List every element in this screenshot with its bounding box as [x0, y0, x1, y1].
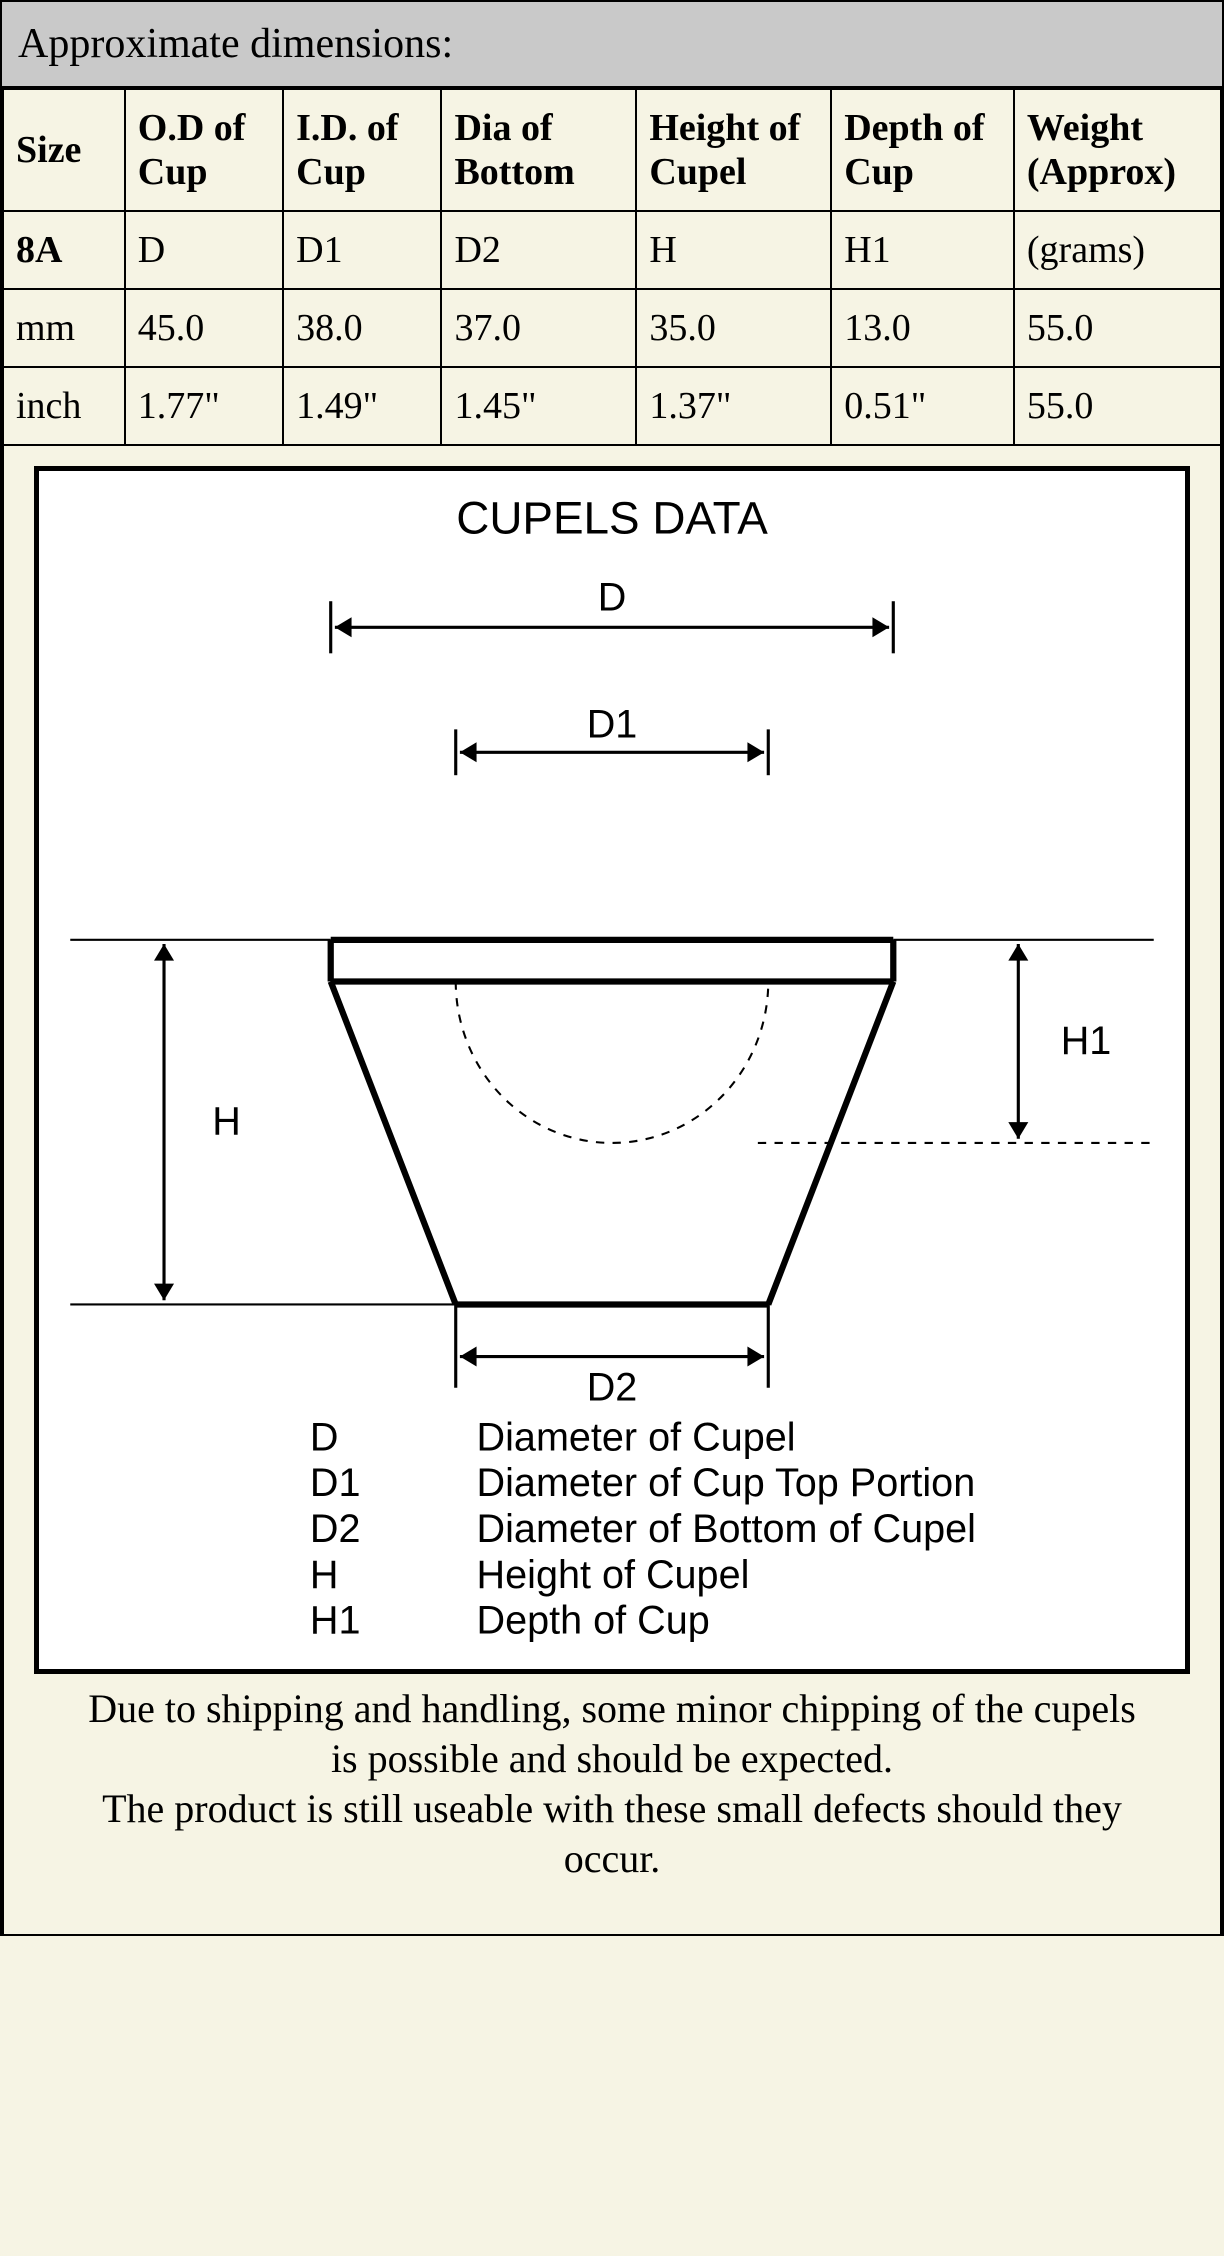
table-cell: D: [125, 211, 283, 289]
svg-text:Height of Cupel: Height of Cupel: [477, 1553, 750, 1597]
table-cell: H: [636, 211, 831, 289]
table-row: mm45.038.037.035.013.055.0: [3, 289, 1221, 367]
table-cell: 0.51": [831, 367, 1014, 445]
table-row: 8ADD1D2HH1(grams): [3, 211, 1221, 289]
table-title: Approximate dimensions:: [2, 2, 1222, 88]
table-col-header: I.D. of Cup: [283, 89, 441, 211]
table-cell: 1.45": [441, 367, 636, 445]
svg-text:D: D: [310, 1415, 339, 1459]
table-col-header: Size: [3, 89, 125, 211]
svg-text:Depth of Cup: Depth of Cup: [477, 1599, 710, 1643]
table-cell: 1.77": [125, 367, 283, 445]
table-cell: H1: [831, 211, 1014, 289]
svg-text:H1: H1: [310, 1599, 361, 1643]
diagram-cell: CUPELS DATADD1HH1D2DDiameter of CupelD1D…: [3, 445, 1221, 1935]
svg-text:D2: D2: [587, 1365, 638, 1409]
table-cell: D1: [283, 211, 441, 289]
table-cell: 45.0: [125, 289, 283, 367]
table-col-header: O.D of Cup: [125, 89, 283, 211]
svg-text:D1: D1: [310, 1461, 361, 1505]
table-cell: 55.0: [1014, 367, 1221, 445]
svg-text:Diameter of Cup Top Portion: Diameter of Cup Top Portion: [477, 1461, 976, 1505]
table-cell: 38.0: [283, 289, 441, 367]
table-row: inch1.77"1.49"1.45"1.37"0.51"55.0: [3, 367, 1221, 445]
table-header-row: SizeO.D of CupI.D. of CupDia of BottomHe…: [3, 89, 1221, 211]
table-col-header: Weight (Approx): [1014, 89, 1221, 211]
svg-text:Diameter of Bottom of Cupel: Diameter of Bottom of Cupel: [477, 1507, 976, 1551]
table-cell: 13.0: [831, 289, 1014, 367]
table-cell: 1.49": [283, 367, 441, 445]
table-cell: 55.0: [1014, 289, 1221, 367]
page: Approximate dimensions: SizeO.D of CupI.…: [0, 0, 1224, 1936]
table-cell: 8A: [3, 211, 125, 289]
svg-text:D: D: [598, 576, 627, 620]
table-cell: D2: [441, 211, 636, 289]
table-cell: mm: [3, 289, 125, 367]
table-col-header: Dia of Bottom: [441, 89, 636, 211]
svg-text:D1: D1: [587, 703, 638, 747]
table-cell: (grams): [1014, 211, 1221, 289]
svg-text:H: H: [212, 1100, 241, 1144]
svg-text:H1: H1: [1061, 1019, 1112, 1063]
shipping-note: Due to shipping and handling, some minor…: [34, 1674, 1190, 1914]
svg-text:CUPELS DATA: CUPELS DATA: [456, 493, 768, 544]
table-cell: inch: [3, 367, 125, 445]
cupels-diagram: CUPELS DATADD1HH1D2DDiameter of CupelD1D…: [34, 466, 1190, 1674]
table-col-header: Height of Cupel: [636, 89, 831, 211]
note-line-1: Due to shipping and handling, some minor…: [88, 1686, 1136, 1781]
table-cell: 35.0: [636, 289, 831, 367]
table-cell: 37.0: [441, 289, 636, 367]
svg-text:D2: D2: [310, 1507, 361, 1551]
note-line-2: The product is still useable with these …: [102, 1786, 1122, 1881]
svg-text:Diameter of Cupel: Diameter of Cupel: [477, 1415, 796, 1459]
svg-text:H: H: [310, 1553, 339, 1597]
table-col-header: Depth of Cup: [831, 89, 1014, 211]
dimensions-table: SizeO.D of CupI.D. of CupDia of BottomHe…: [2, 88, 1222, 1936]
table-cell: 1.37": [636, 367, 831, 445]
